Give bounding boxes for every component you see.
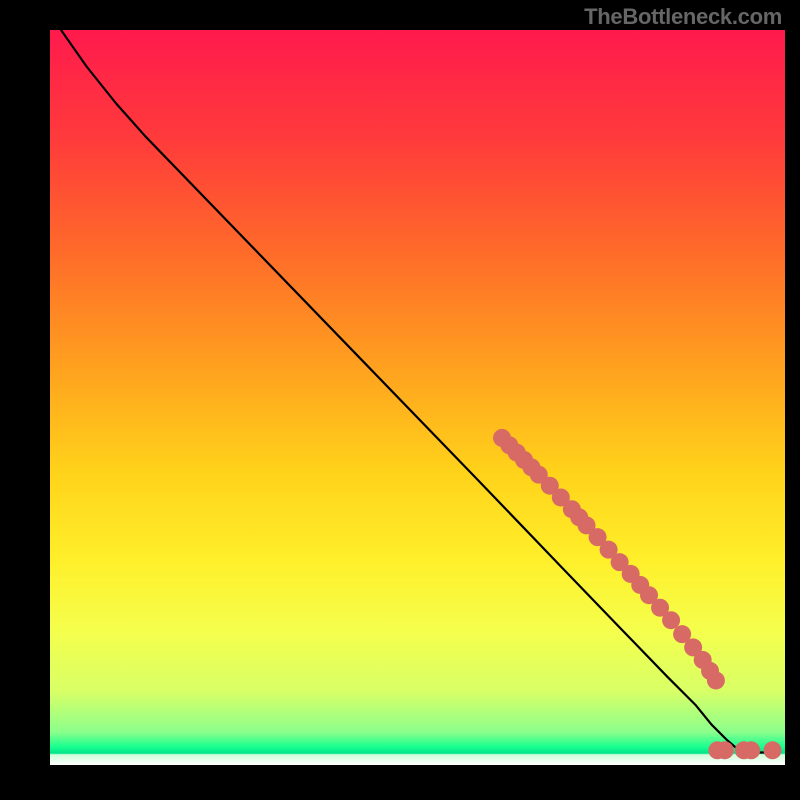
watermark-text: TheBottleneck.com <box>584 4 782 30</box>
data-marker <box>662 611 680 629</box>
data-marker <box>707 671 725 689</box>
data-marker <box>742 741 760 759</box>
data-marker <box>716 741 734 759</box>
data-marker <box>764 741 782 759</box>
chart-background <box>50 30 785 765</box>
chart-svg <box>50 30 785 765</box>
chart-container <box>50 30 785 765</box>
